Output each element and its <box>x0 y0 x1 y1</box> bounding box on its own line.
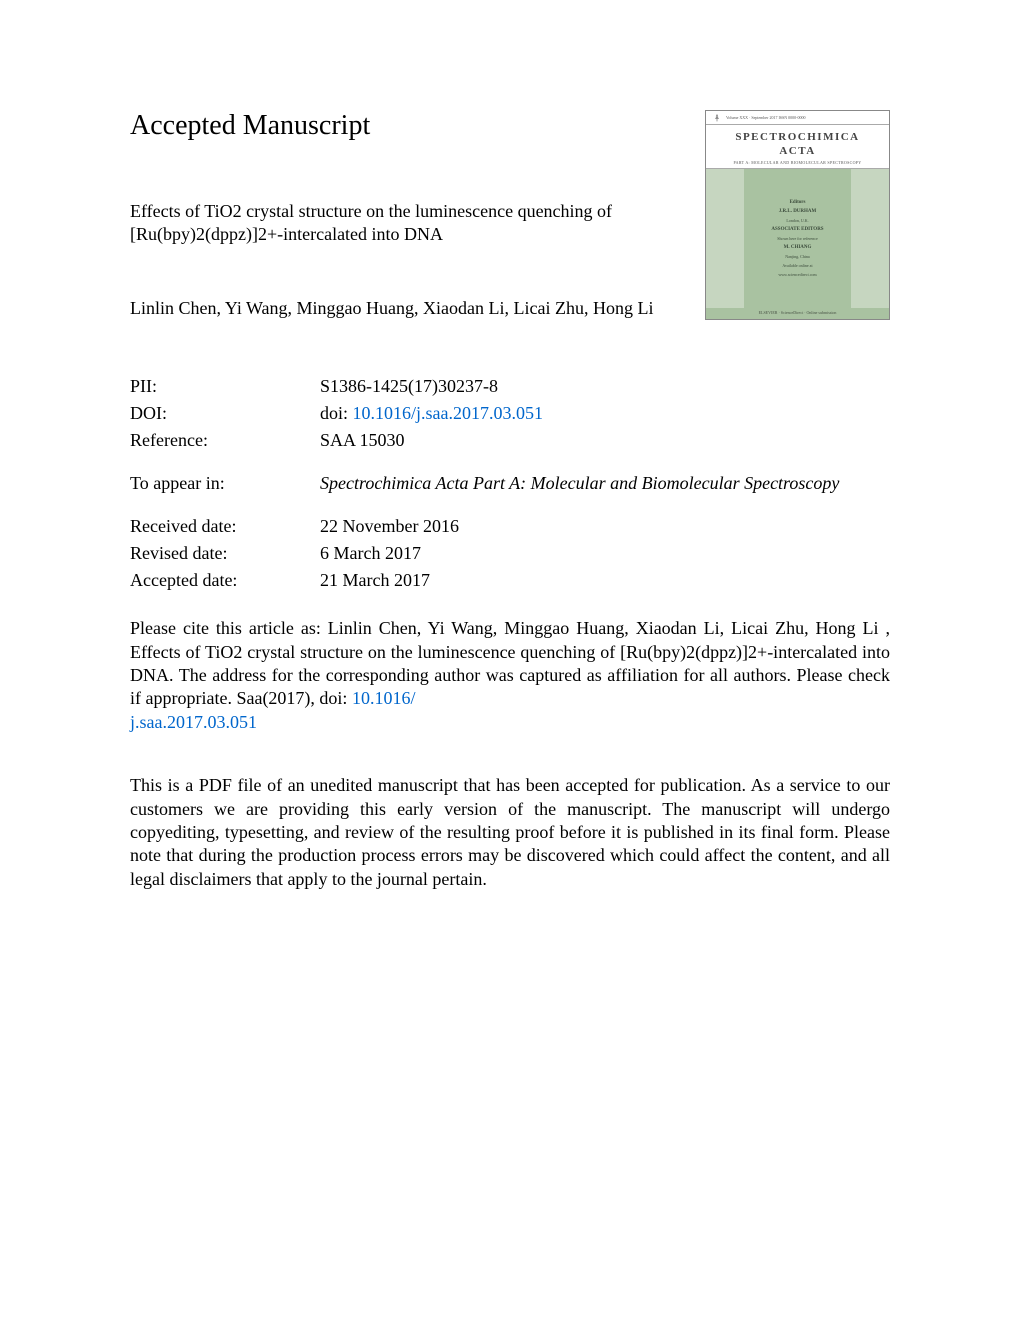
cover-title-line1: SPECTROCHIMICA <box>706 125 889 145</box>
cover-editor-line: Nanjing, China <box>785 254 809 259</box>
journal-cover-thumbnail: Volume XXX · September 2017 ISSN 0000-00… <box>705 110 890 320</box>
cover-editor-line: Available online at <box>782 263 812 268</box>
meta-reference-label: Reference: <box>130 430 320 451</box>
meta-reference-value: SAA 15030 <box>320 430 890 451</box>
meta-received-label: Received date: <box>130 516 320 537</box>
elsevier-tree-icon <box>712 113 722 123</box>
meta-spacer <box>130 500 890 510</box>
cover-body: Editors J.R.L. DURHAM London, U.K. ASSOC… <box>706 169 889 308</box>
cover-center: Editors J.R.L. DURHAM London, U.K. ASSOC… <box>744 169 851 308</box>
page-heading: Accepted Manuscript <box>130 110 660 142</box>
meta-appear-value: Spectrochimica Acta Part A: Molecular an… <box>320 473 890 494</box>
cover-editor-line: ASSOCIATE EDITORS <box>771 227 823 232</box>
cover-tagline: PART A: MOLECULAR AND BIOMOLECULAR SPECT… <box>706 157 889 169</box>
cover-editor-line: J.R.L. DURHAM <box>779 209 817 214</box>
meta-revised-label: Revised date: <box>130 543 320 564</box>
cover-topbar-text: Volume XXX · September 2017 ISSN 0000-00… <box>726 115 805 120</box>
meta-spacer <box>130 457 890 467</box>
meta-revised-value: 6 March 2017 <box>320 543 890 564</box>
citation-paragraph: Please cite this article as: Linlin Chen… <box>130 617 890 734</box>
author-list: Linlin Chen, Yi Wang, Minggao Huang, Xia… <box>130 297 660 320</box>
cover-left-col <box>706 169 744 308</box>
citation-text: Please cite this article as: Linlin Chen… <box>130 618 890 708</box>
cover-editor-line: Shown here for reference <box>777 236 818 241</box>
metadata-table: PII: S1386-1425(17)30237-8 DOI: doi: 10.… <box>130 376 890 591</box>
meta-doi-value: doi: 10.1016/j.saa.2017.03.051 <box>320 403 890 424</box>
cover-editor-line: M. CHIANG <box>784 245 812 250</box>
cover-footer: ELSEVIER · ScienceDirect · Online submis… <box>706 308 889 319</box>
meta-received-value: 22 November 2016 <box>320 516 890 537</box>
meta-appear-label: To appear in: <box>130 473 320 494</box>
meta-doi-label: DOI: <box>130 403 320 424</box>
header-left-column: Accepted Manuscript Effects of TiO2 crys… <box>130 110 660 356</box>
doi-prefix: doi: <box>320 403 353 423</box>
citation-doi-link-part1[interactable]: 10.1016/ <box>352 688 416 708</box>
cover-editor-line: London, U.K. <box>786 218 808 223</box>
meta-accepted-value: 21 March 2017 <box>320 570 890 591</box>
cover-right-col <box>851 169 889 308</box>
meta-pii-value: S1386-1425(17)30237-8 <box>320 376 890 397</box>
cover-title-line2: ACTA <box>706 145 889 157</box>
doi-link[interactable]: 10.1016/j.saa.2017.03.051 <box>353 403 544 423</box>
cover-editor-line: www.sciencedirect.com <box>778 272 816 277</box>
cover-editors-heading: Editors <box>790 200 806 205</box>
header-row: Accepted Manuscript Effects of TiO2 crys… <box>130 110 890 356</box>
cover-topbar: Volume XXX · September 2017 ISSN 0000-00… <box>706 111 889 125</box>
meta-accepted-label: Accepted date: <box>130 570 320 591</box>
article-title: Effects of TiO2 crystal structure on the… <box>130 200 660 247</box>
meta-pii-label: PII: <box>130 376 320 397</box>
disclaimer-paragraph: This is a PDF file of an unedited manusc… <box>130 774 890 891</box>
citation-doi-link-part2[interactable]: j.saa.2017.03.051 <box>130 712 257 732</box>
